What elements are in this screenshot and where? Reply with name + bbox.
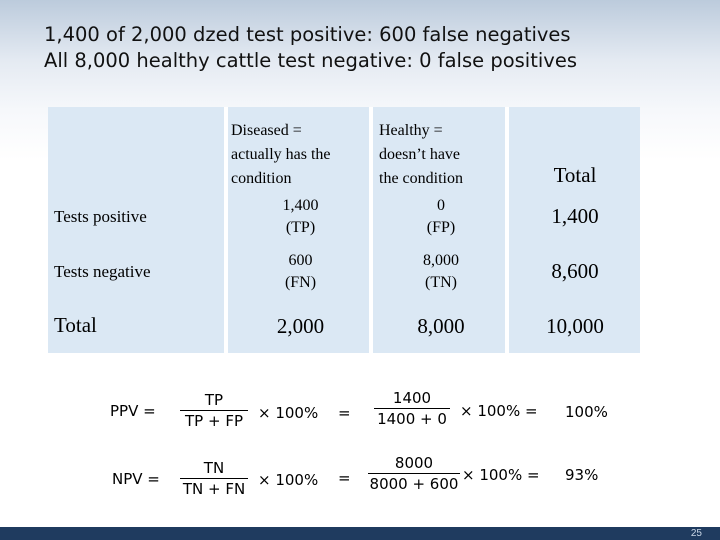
npv-value-denominator: 8000 + 600: [369, 475, 459, 493]
header-healthy-line: doesn’t have: [379, 146, 461, 163]
cell-value: 8,000: [423, 252, 459, 269]
header-diseased: Diseased = actually has the condition: [231, 119, 371, 191]
ppv-fraction: TP TP + FP: [180, 391, 248, 430]
header-total: Total: [553, 163, 597, 187]
cell-total-negative: 8,600: [551, 259, 599, 283]
footer-bar: [0, 527, 720, 540]
contingency-table: [48, 107, 640, 353]
npv-denominator: TN + FN: [182, 480, 246, 498]
header-healthy-line: Healthy =: [379, 122, 443, 139]
cell-code: (TP): [285, 219, 316, 236]
row-label-total: Total: [54, 313, 97, 337]
npv-equals: =: [338, 469, 351, 487]
title-line-2: All 8,000 healthy cattle test negative: …: [44, 49, 577, 72]
row-label-tests-negative: Tests negative: [54, 262, 151, 281]
row-label-tests-positive: Tests positive: [54, 207, 147, 226]
cell-code: (FP): [426, 219, 456, 236]
cell-code: (FN): [284, 274, 317, 291]
fraction-bar: [180, 478, 248, 479]
npv-value-fraction: 8000 8000 + 600: [368, 454, 460, 493]
cell-fp: 0 (FP): [373, 195, 509, 239]
header-diseased-line: condition: [231, 170, 292, 187]
slide-title: 1,400 of 2,000 dzed test positive: 600 f…: [44, 22, 704, 74]
ppv-label: PPV =: [110, 402, 156, 420]
cell-total-diseased: 2,000: [276, 314, 325, 338]
ppv-numerator: TP: [204, 391, 224, 409]
cell-fn: 600 (FN): [228, 250, 373, 294]
npv-value-numerator: 8000: [394, 454, 434, 472]
cell-total-positive: 1,400: [551, 204, 599, 228]
npv-label: NPV =: [112, 470, 160, 488]
column-divider: [369, 107, 373, 353]
fraction-bar: [180, 410, 248, 411]
ppv-value-fraction: 1400 1400 + 0: [374, 389, 450, 428]
ppv-equals: =: [338, 404, 351, 422]
cell-value: 600: [288, 252, 313, 269]
ppv-value-denominator: 1400 + 0: [377, 410, 447, 428]
ppv-denominator: TP + FP: [185, 412, 243, 430]
cell-value: 0: [437, 197, 445, 214]
ppv-result: 100%: [565, 403, 608, 421]
cell-value: 1,400: [282, 197, 319, 214]
fraction-bar: [368, 473, 460, 474]
column-divider: [505, 107, 509, 353]
fraction-bar: [374, 408, 450, 409]
npv-fraction: TN TN + FN: [180, 459, 248, 498]
cell-grand-total: 10,000: [546, 314, 604, 338]
npv-value-times: × 100% =: [462, 466, 540, 484]
npv-result: 93%: [565, 466, 599, 484]
page-number: 25: [690, 528, 702, 539]
header-healthy-line: the condition: [379, 170, 463, 187]
cell-tn: 8,000 (TN): [373, 250, 509, 294]
column-divider: [224, 107, 228, 353]
ppv-times: × 100%: [258, 404, 319, 422]
header-healthy: Healthy = doesn’t have the condition: [379, 119, 509, 191]
ppv-value-numerator: 1400: [392, 389, 432, 407]
cell-total-healthy: 8,000: [417, 314, 465, 338]
npv-times: × 100%: [258, 471, 319, 489]
ppv-value-times: × 100% =: [460, 402, 538, 420]
cell-tp: 1,400 (TP): [228, 195, 373, 239]
header-diseased-line: Diseased =: [231, 122, 302, 139]
cell-code: (TN): [425, 274, 457, 291]
header-diseased-line: actually has the: [231, 146, 331, 163]
title-line-1: 1,400 of 2,000 dzed test positive: 600 f…: [44, 23, 571, 46]
npv-numerator: TN: [203, 459, 225, 477]
